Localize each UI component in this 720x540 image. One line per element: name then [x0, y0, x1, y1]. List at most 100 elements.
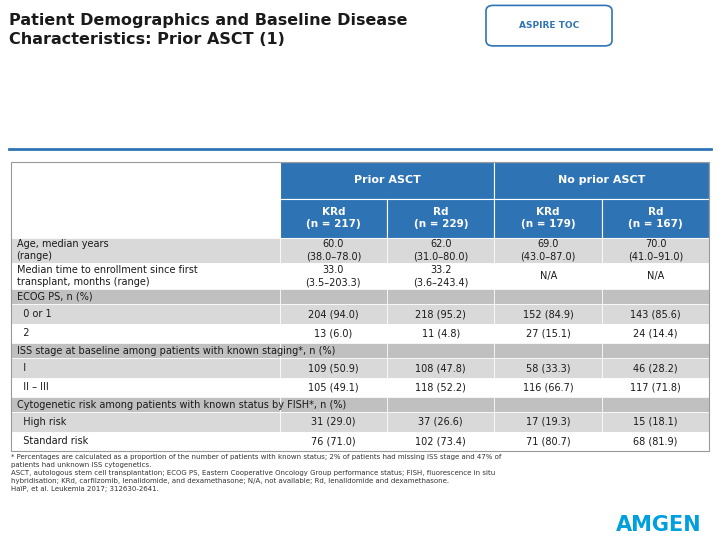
Text: 33.2
(3.6–243.4): 33.2 (3.6–243.4): [413, 265, 469, 287]
Bar: [11, 199, 279, 238]
Bar: [602, 289, 709, 305]
Text: Cytogenetic risk among patients with known status by FISH*, n (%): Cytogenetic risk among patients with kno…: [17, 400, 346, 410]
Text: 58 (33.3): 58 (33.3): [526, 363, 570, 373]
Text: 108 (47.8): 108 (47.8): [415, 363, 466, 373]
Text: 31 (29.0): 31 (29.0): [311, 417, 356, 427]
Bar: [387, 199, 495, 238]
Bar: [387, 323, 495, 343]
Text: ASPIRE TOC: ASPIRE TOC: [519, 21, 579, 30]
Bar: [495, 289, 602, 305]
Bar: [387, 431, 495, 451]
Text: 109 (50.9): 109 (50.9): [308, 363, 359, 373]
Bar: [602, 323, 709, 343]
Text: 2: 2: [17, 328, 29, 339]
Text: Standard risk: Standard risk: [17, 436, 88, 446]
Text: 46 (28.2): 46 (28.2): [633, 363, 678, 373]
Text: 69.0
(43.0–87.0): 69.0 (43.0–87.0): [521, 239, 576, 261]
Bar: [495, 162, 709, 199]
Bar: [279, 413, 387, 431]
Text: 152 (84.9): 152 (84.9): [523, 309, 574, 319]
Text: AMGEN: AMGEN: [616, 515, 702, 535]
Text: 117 (71.8): 117 (71.8): [630, 382, 681, 392]
Bar: [11, 431, 279, 451]
Text: Median time to enrollment since first
transplant, months (range): Median time to enrollment since first tr…: [17, 265, 197, 287]
Bar: [279, 431, 387, 451]
Text: 13 (6.0): 13 (6.0): [314, 328, 353, 339]
Bar: [279, 377, 387, 397]
Text: 68 (81.9): 68 (81.9): [634, 436, 678, 446]
Bar: [11, 162, 279, 199]
Text: KRd
(n = 217): KRd (n = 217): [306, 207, 361, 229]
Bar: [602, 199, 709, 238]
Text: 102 (73.4): 102 (73.4): [415, 436, 466, 446]
Text: N/A: N/A: [647, 271, 664, 281]
Text: Prior ASCT: Prior ASCT: [354, 176, 420, 185]
Text: 24 (14.4): 24 (14.4): [634, 328, 678, 339]
Bar: [279, 199, 387, 238]
Bar: [602, 413, 709, 431]
Text: Patient Demographics and Baseline Disease
Characteristics: Prior ASCT (1): Patient Demographics and Baseline Diseas…: [9, 14, 407, 46]
Bar: [279, 289, 387, 305]
Bar: [495, 323, 602, 343]
Bar: [495, 264, 602, 289]
Text: 27 (15.1): 27 (15.1): [526, 328, 570, 339]
Text: High risk: High risk: [17, 417, 66, 427]
Text: Age, median years
(range): Age, median years (range): [17, 239, 108, 261]
Text: 204 (94.0): 204 (94.0): [308, 309, 359, 319]
Bar: [279, 264, 387, 289]
Bar: [11, 323, 279, 343]
Text: ISS stage at baseline among patients with known staging*, n (%): ISS stage at baseline among patients wit…: [17, 346, 335, 356]
Bar: [11, 289, 279, 305]
Bar: [495, 343, 602, 359]
Bar: [387, 413, 495, 431]
Text: II – III: II – III: [17, 382, 48, 392]
Text: 0 or 1: 0 or 1: [17, 309, 51, 319]
Text: I: I: [17, 363, 26, 373]
Bar: [602, 431, 709, 451]
Bar: [495, 431, 602, 451]
Bar: [602, 264, 709, 289]
Text: ECOG PS, n (%): ECOG PS, n (%): [17, 292, 92, 302]
Bar: [602, 238, 709, 264]
Bar: [602, 305, 709, 323]
Bar: [602, 359, 709, 377]
Bar: [387, 359, 495, 377]
Bar: [11, 359, 279, 377]
Text: 33.0
(3.5–203.3): 33.0 (3.5–203.3): [305, 265, 361, 287]
Text: 60.0
(38.0–78.0): 60.0 (38.0–78.0): [306, 239, 361, 261]
Text: 37 (26.6): 37 (26.6): [418, 417, 463, 427]
Text: 116 (66.7): 116 (66.7): [523, 382, 573, 392]
Bar: [495, 199, 602, 238]
Bar: [279, 343, 387, 359]
Text: 118 (52.2): 118 (52.2): [415, 382, 466, 392]
Bar: [495, 413, 602, 431]
Text: No prior ASCT: No prior ASCT: [558, 176, 646, 185]
Bar: [279, 323, 387, 343]
Bar: [495, 238, 602, 264]
Bar: [11, 377, 279, 397]
Bar: [387, 377, 495, 397]
Text: 17 (19.3): 17 (19.3): [526, 417, 570, 427]
Text: N/A: N/A: [539, 271, 557, 281]
Bar: [387, 343, 495, 359]
Bar: [387, 289, 495, 305]
Text: 11 (4.8): 11 (4.8): [422, 328, 460, 339]
Bar: [495, 305, 602, 323]
Bar: [11, 305, 279, 323]
Bar: [387, 238, 495, 264]
Bar: [11, 238, 279, 264]
Text: 62.0
(31.0–80.0): 62.0 (31.0–80.0): [413, 239, 469, 261]
Text: 76 (71.0): 76 (71.0): [311, 436, 356, 446]
Bar: [387, 397, 495, 413]
Bar: [602, 377, 709, 397]
FancyBboxPatch shape: [486, 5, 612, 46]
Text: 70.0
(41.0–91.0): 70.0 (41.0–91.0): [628, 239, 683, 261]
Bar: [279, 238, 387, 264]
Text: Rd
(n = 229): Rd (n = 229): [413, 207, 468, 229]
Bar: [11, 413, 279, 431]
Text: 105 (49.1): 105 (49.1): [308, 382, 359, 392]
Bar: [602, 343, 709, 359]
Bar: [11, 162, 709, 451]
Bar: [279, 162, 495, 199]
Bar: [387, 264, 495, 289]
